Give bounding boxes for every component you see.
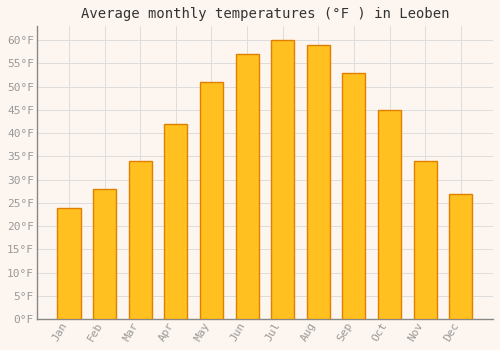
Bar (128, 161, 152, 319)
Bar (414, 161, 436, 319)
Bar (271, 40, 294, 319)
Bar (449, 194, 472, 319)
Bar (200, 82, 223, 319)
Bar (58, 208, 80, 319)
Title: Average monthly temperatures (°F ) in Leoben: Average monthly temperatures (°F ) in Le… (80, 7, 449, 21)
Bar (236, 54, 258, 319)
Bar (164, 124, 188, 319)
Bar (342, 73, 365, 319)
Bar (378, 110, 401, 319)
Bar (306, 45, 330, 319)
Bar (93, 189, 116, 319)
